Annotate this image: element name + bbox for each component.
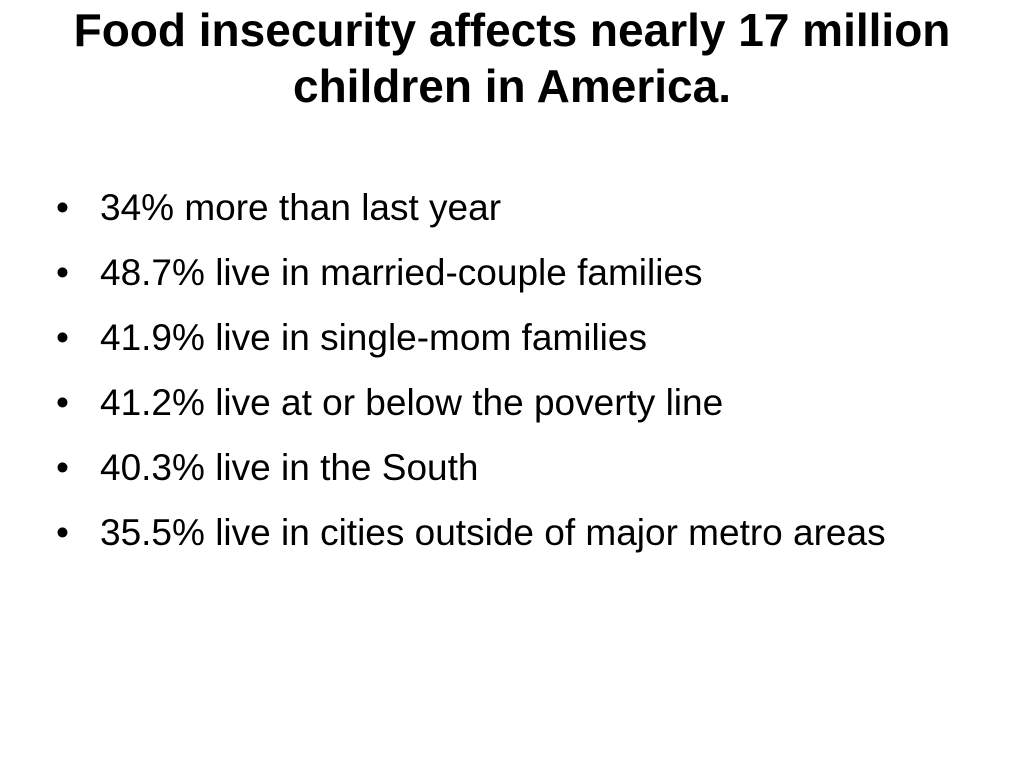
bullet-item: • 41.2% live at or below the poverty lin… (56, 381, 956, 424)
bullet-marker: • (56, 512, 69, 553)
bullet-marker: • (56, 447, 69, 488)
bullet-text: 40.3% live in the South (100, 447, 479, 488)
bullet-list: • 34% more than last year • 48.7% live i… (56, 186, 956, 576)
bullet-item: • 34% more than last year (56, 186, 956, 229)
bullet-text: 35.5% live in cities outside of major me… (100, 512, 886, 553)
slide-title: Food insecurity affects nearly 17 millio… (73, 4, 951, 112)
bullet-item: • 41.9% live in single-mom families (56, 316, 956, 359)
bullet-item: • 48.7% live in married-couple families (56, 251, 956, 294)
bullet-marker: • (56, 187, 69, 228)
bullet-item: • 35.5% live in cities outside of major … (56, 511, 956, 554)
bullet-item: • 40.3% live in the South (56, 446, 956, 489)
bullet-marker: • (56, 317, 69, 358)
bullet-text: 41.2% live at or below the poverty line (100, 382, 724, 423)
bullet-text: 48.7% live in married-couple families (100, 252, 703, 293)
bullet-marker: • (56, 252, 69, 293)
bullet-marker: • (56, 382, 69, 423)
bullet-text: 41.9% live in single-mom families (100, 317, 647, 358)
bullet-text: 34% more than last year (100, 187, 502, 228)
